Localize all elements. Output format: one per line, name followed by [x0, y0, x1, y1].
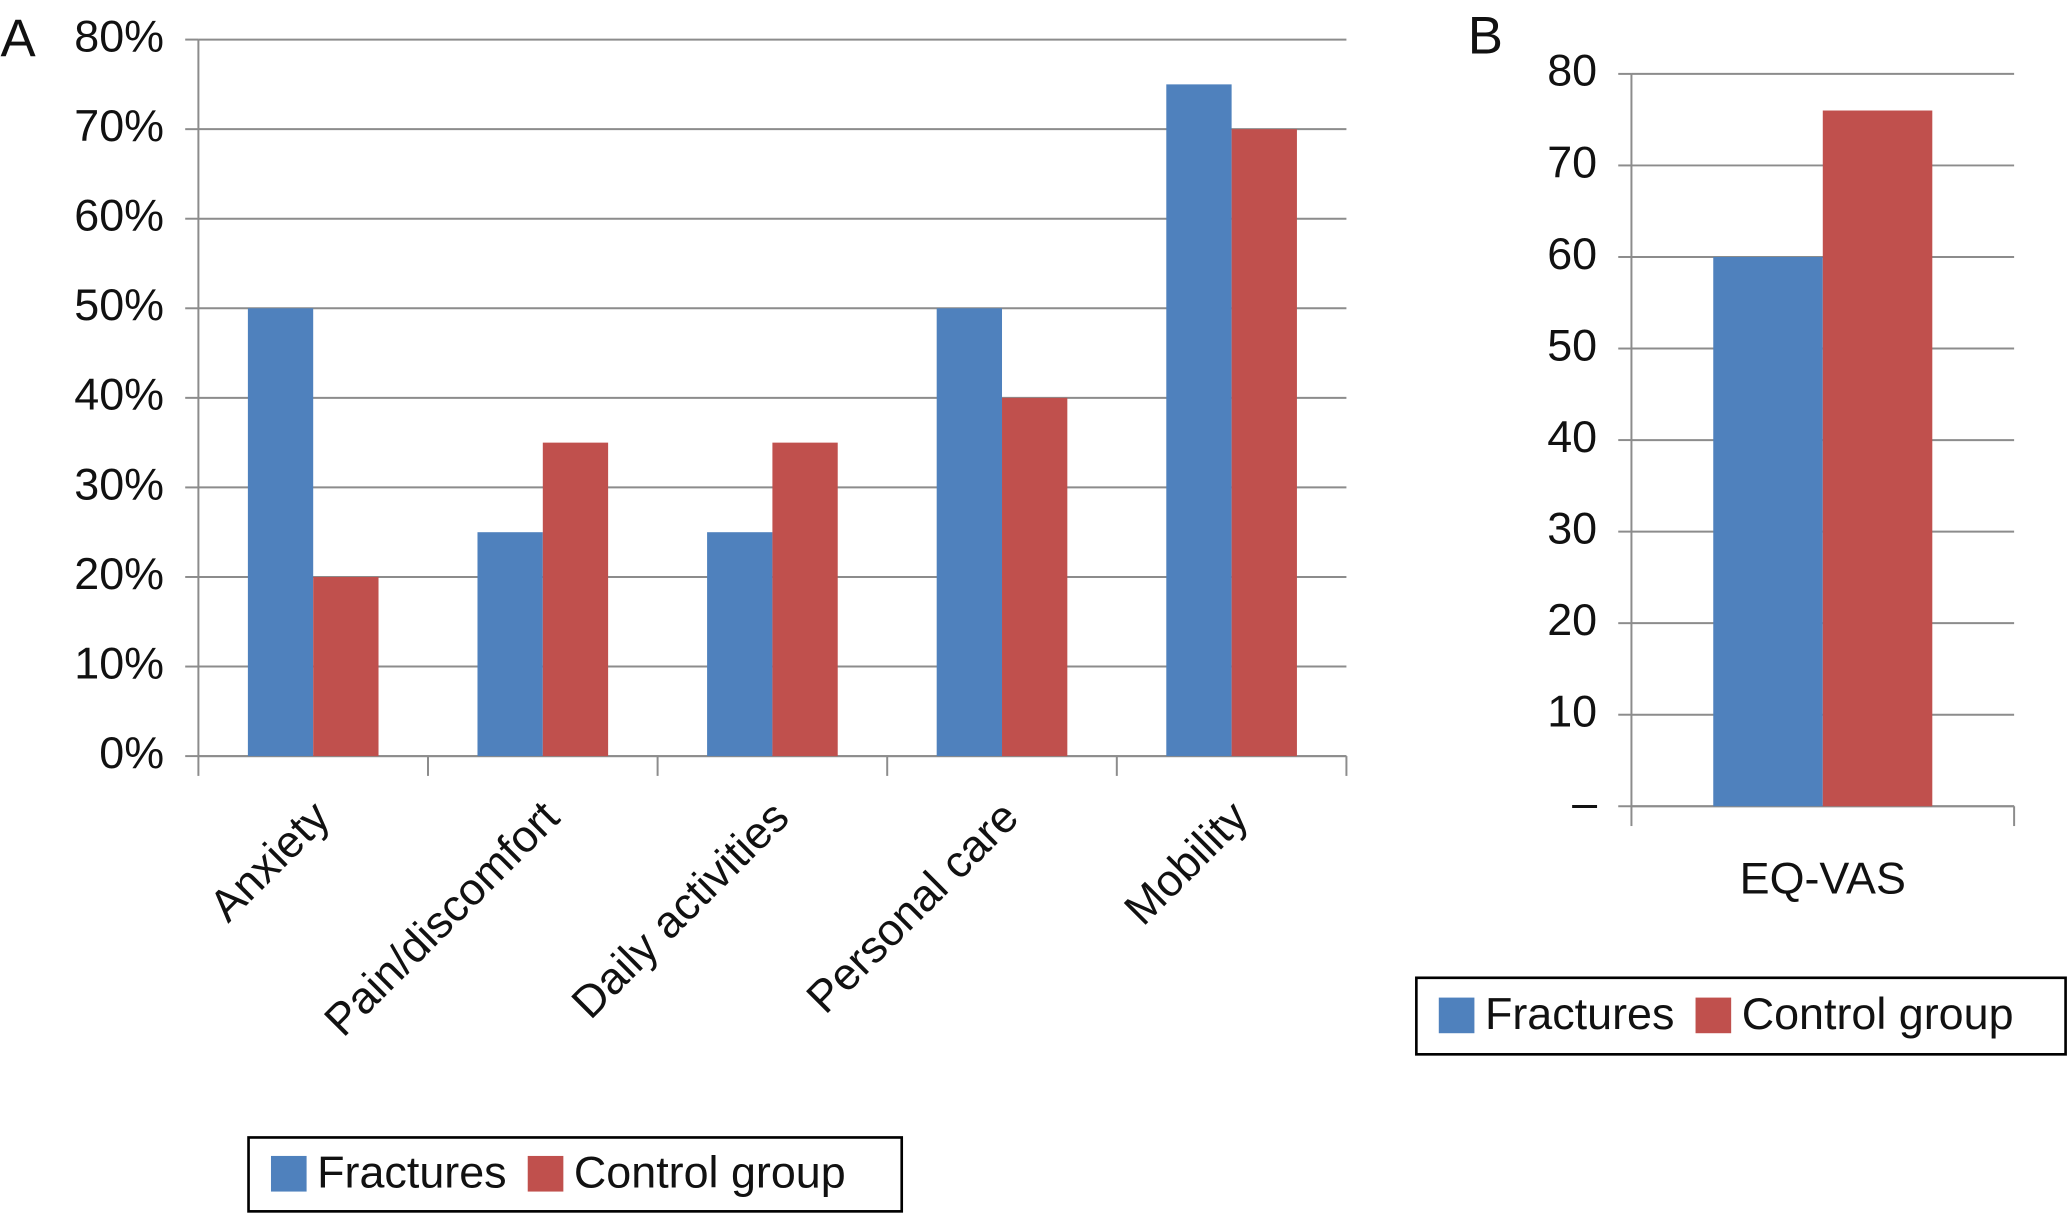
y-tick-label: 20% [74, 548, 164, 599]
bar [1166, 84, 1232, 757]
y-tick-label: 40 [1547, 411, 1597, 462]
y-tick-label: 70 [1547, 136, 1597, 187]
bar [1231, 129, 1297, 757]
y-tick-label: 0% [99, 727, 164, 778]
bar [477, 532, 543, 757]
bar [1713, 256, 1823, 807]
y-tick-label: 10% [74, 637, 164, 688]
legend-swatch [1438, 997, 1475, 1034]
y-tick-label: 50% [74, 279, 164, 330]
legend-box [1415, 976, 2067, 1056]
legend-label: Fractures [1485, 988, 1674, 1039]
panel-label: A [0, 9, 36, 68]
legend-label: Control group [1742, 988, 2014, 1039]
y-tick-label: 80% [74, 10, 164, 61]
bar [772, 442, 838, 757]
x-tick-label: Daily activities [561, 791, 798, 1028]
y-tick-label: 30% [74, 458, 164, 509]
y-tick-label: 20 [1547, 594, 1597, 645]
y-tick-label: 60 [1547, 228, 1597, 279]
legend-box [247, 1136, 904, 1213]
y-tick-label: 60% [74, 190, 164, 241]
y-tick-label: 30 [1547, 502, 1597, 553]
legend-label: Fractures [317, 1147, 506, 1198]
bar [936, 308, 1003, 757]
legend-swatch [270, 1155, 307, 1192]
y-tick-label: 50 [1547, 319, 1597, 370]
bar [542, 442, 609, 757]
y-tick-label: 70% [74, 100, 164, 151]
x-tick-label: EQ-VAS [1740, 852, 1906, 903]
legend-swatch [527, 1155, 564, 1192]
x-tick-label: Anxiety [199, 791, 339, 931]
bar [247, 308, 314, 757]
x-tick-label: Mobility [1114, 791, 1258, 935]
bar [1822, 110, 1933, 807]
legend-swatch [1695, 997, 1732, 1034]
x-tick-label: Personal care [796, 791, 1028, 1023]
y-tick-label: 40% [74, 369, 164, 420]
bar [1002, 397, 1068, 757]
bar [707, 532, 773, 757]
x-tick-label: Pain/discomfort [314, 791, 569, 1046]
legend-label: Control group [574, 1147, 846, 1198]
bar [313, 576, 379, 757]
y-tick-label: – [1572, 777, 1597, 828]
panel-label: B [1468, 7, 1503, 66]
y-tick-label: 80 [1547, 45, 1597, 96]
y-tick-label: 10 [1547, 686, 1597, 737]
